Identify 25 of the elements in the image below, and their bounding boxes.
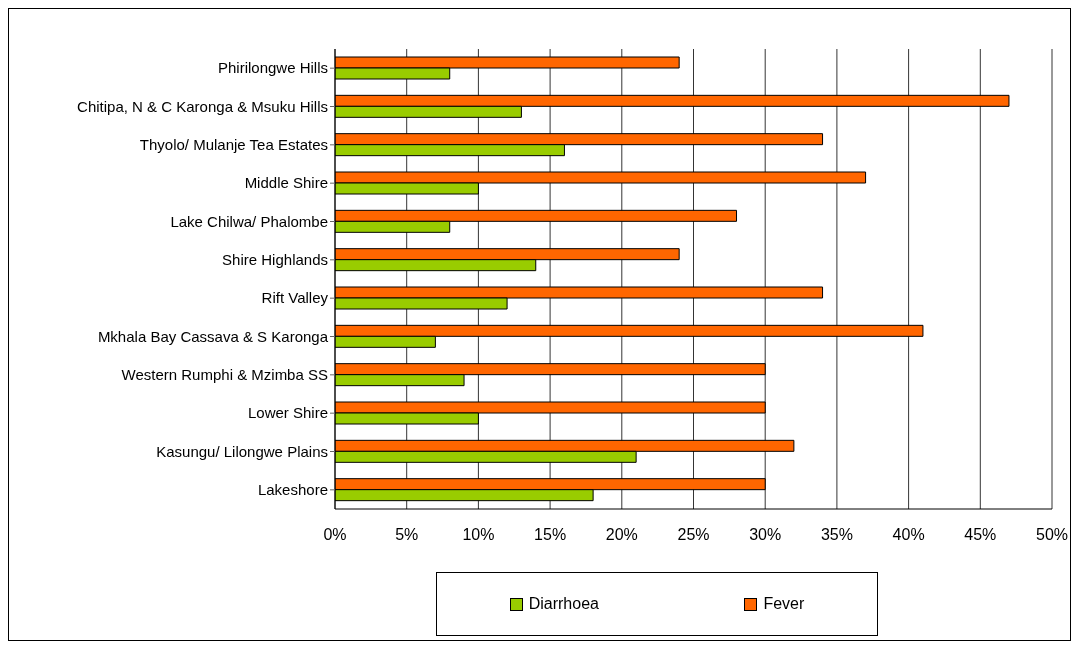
y-tick-label: Rift Valley: [261, 289, 329, 307]
x-tick-label: 35%: [820, 526, 853, 544]
x-tick-label: 10%: [462, 526, 495, 544]
y-tick-label: Chitipa, N & C Karonga & Msuku Hills: [77, 97, 328, 115]
x-tick-label: 5%: [395, 526, 419, 544]
x-tick-label: 15%: [534, 526, 567, 544]
y-tick-label: Mkhala Bay Cassava & S Karonga: [97, 327, 329, 345]
x-tick-label: 45%: [964, 526, 997, 544]
y-tick-label: Lower Shire: [247, 404, 328, 422]
x-tick-label: 0%: [323, 526, 347, 544]
x-tick-label: 25%: [677, 526, 710, 544]
legend-label: Fever: [763, 595, 805, 613]
y-tick-label: Thyolo/ Mulanje Tea Estates: [139, 136, 328, 154]
x-tick-label: 50%: [1035, 526, 1069, 544]
y-tick-label: Lakeshore: [257, 481, 328, 499]
y-tick-label: Kasungu/ Lilongwe Plains: [156, 442, 328, 460]
x-tick-label: 30%: [749, 526, 782, 544]
y-tick-label: Lake Chilwa/ Phalombe: [170, 212, 328, 230]
y-tick-label: Shire Highlands: [222, 251, 328, 269]
x-tick-label: 20%: [605, 526, 638, 544]
x-tick-label: 40%: [892, 526, 925, 544]
y-tick-label: Middle Shire: [244, 174, 328, 192]
y-tick-label: Western Rumphi & Mzimba SS: [121, 366, 328, 384]
legend-label: Diarrhoea: [528, 595, 599, 613]
y-tick-label: Phirilongwe Hills: [217, 59, 328, 77]
